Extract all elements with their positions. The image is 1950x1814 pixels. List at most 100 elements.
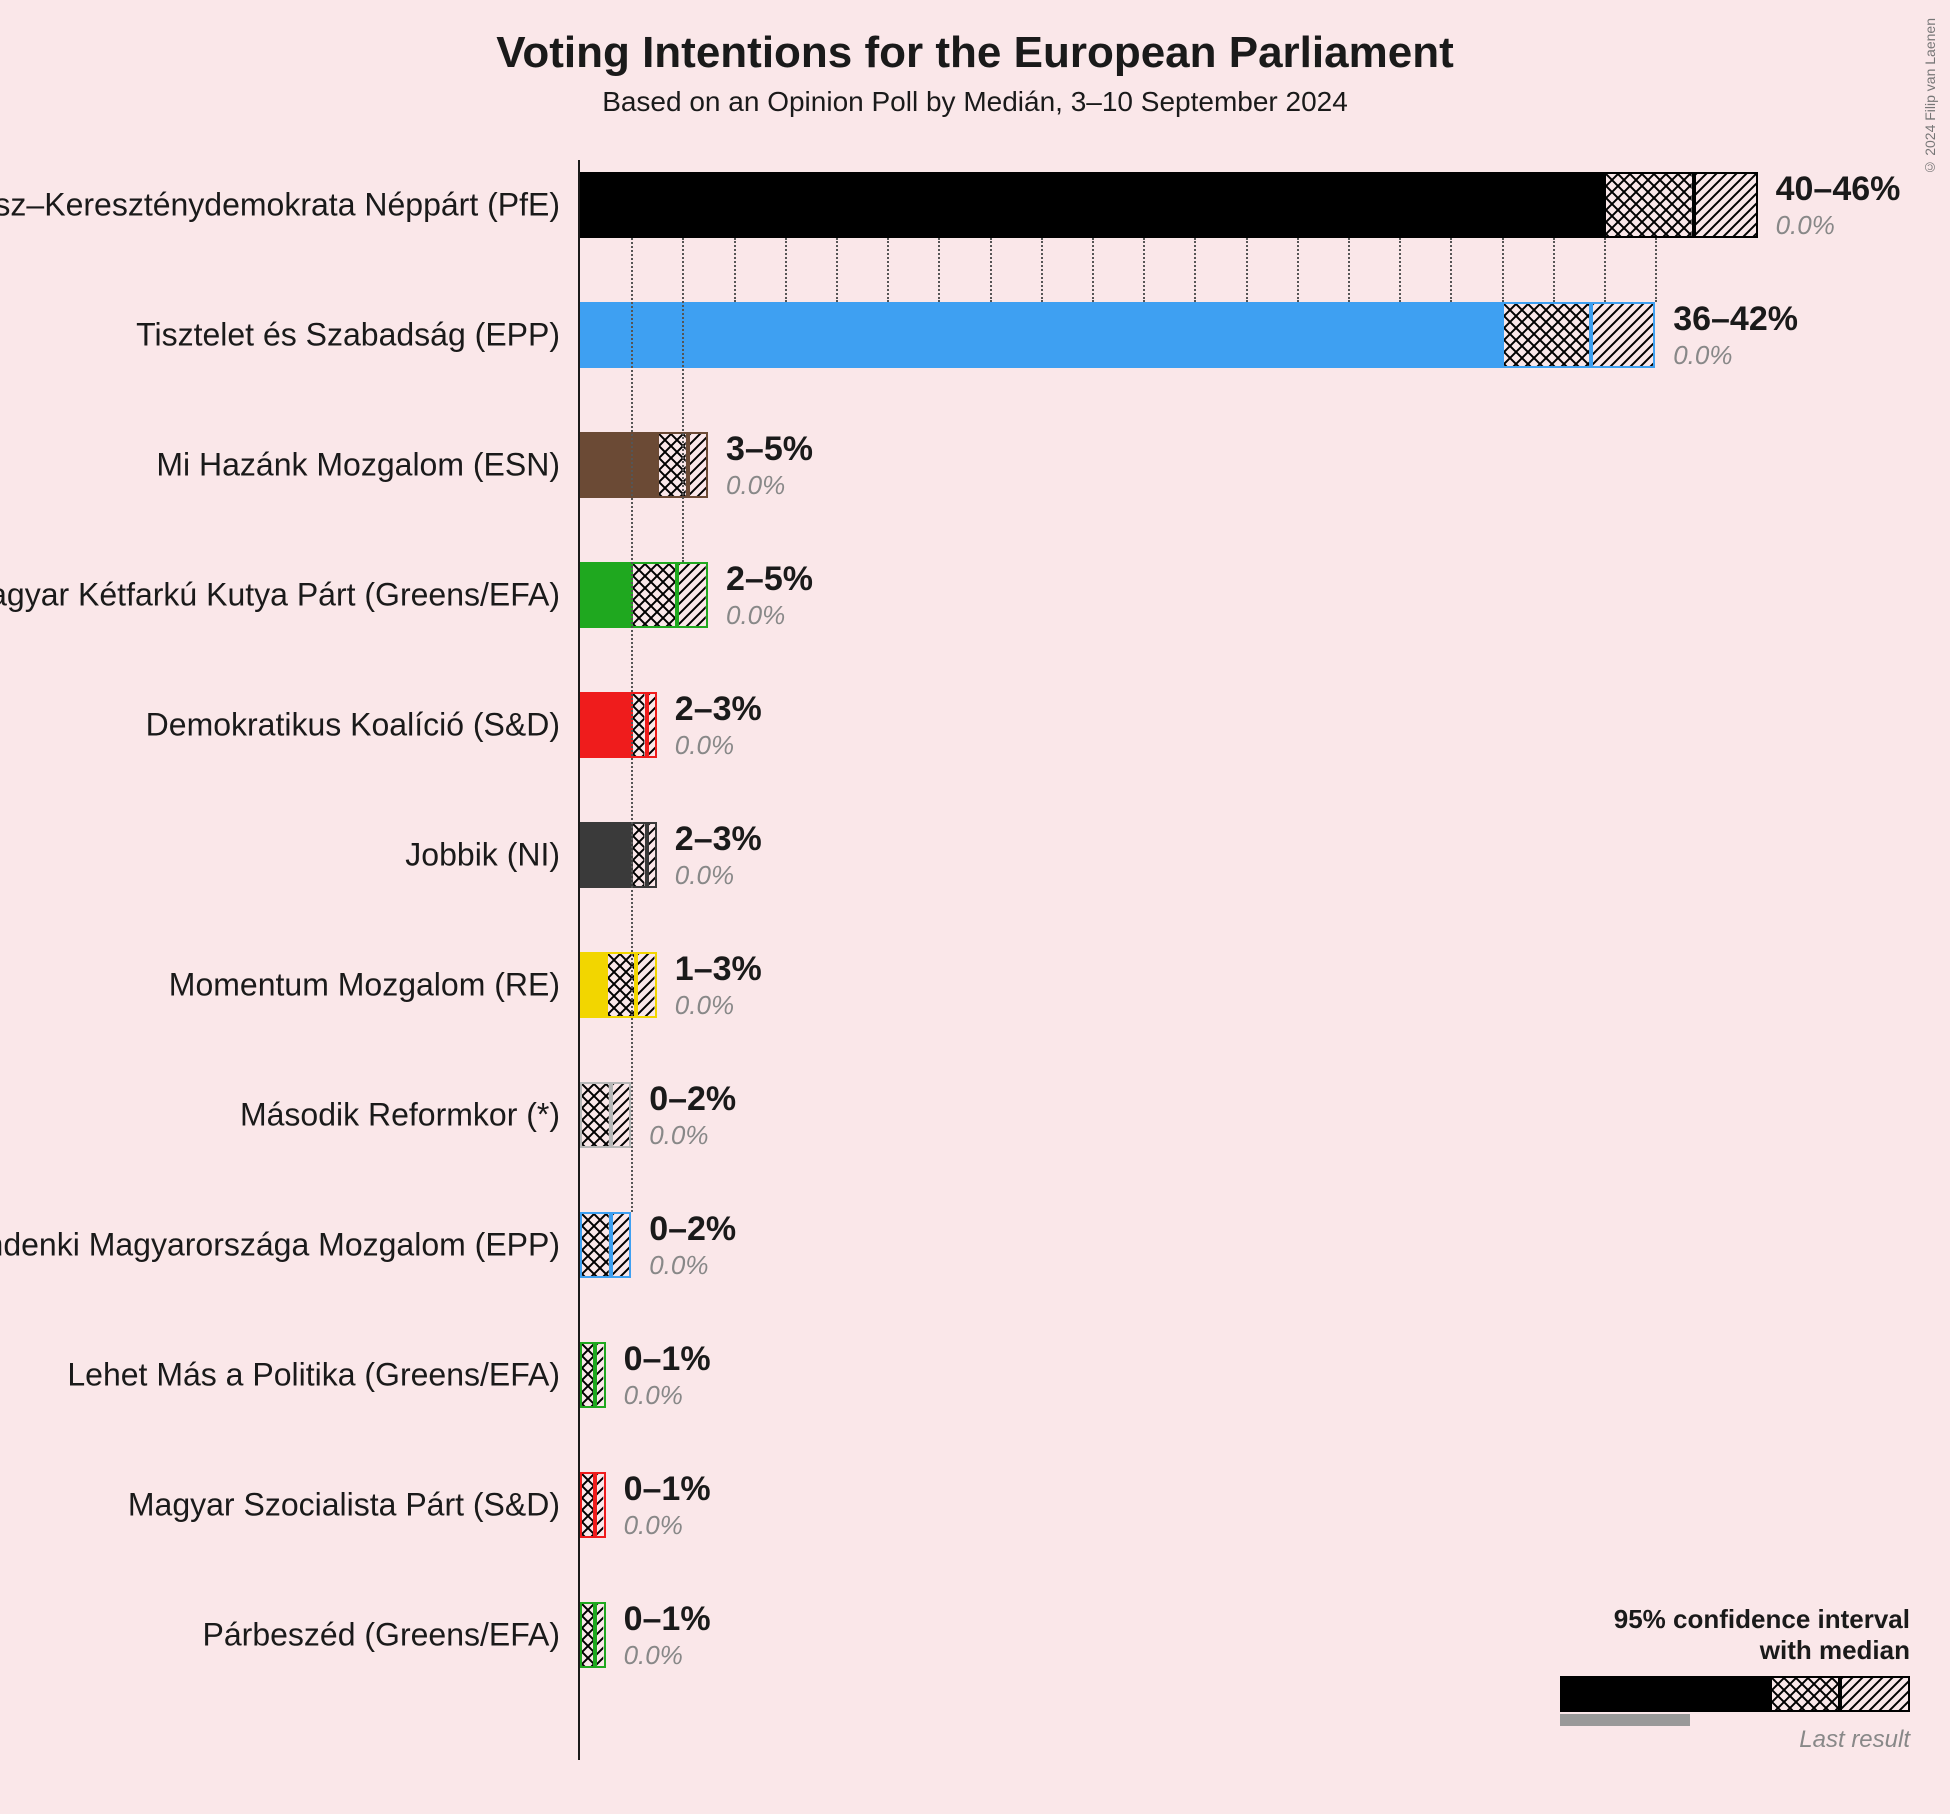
- grid-line: [682, 238, 684, 562]
- bar-diagonal: [677, 562, 708, 628]
- previous-result-label: 0.0%: [624, 1510, 683, 1541]
- grid-line: [1604, 238, 1606, 302]
- chart-row: Momentum Mozgalom (RE)1–3%0.0%: [0, 920, 1950, 1050]
- chart-row: Fidesz–Kereszténydemokrata Néppárt (PfE)…: [0, 140, 1950, 270]
- bar-diagonal: [1591, 302, 1655, 368]
- grid-line: [1655, 238, 1657, 302]
- bar-diagonal: [611, 1212, 631, 1278]
- legend-crosshatch-segment: [1770, 1676, 1840, 1712]
- bar-diagonal: [595, 1342, 605, 1408]
- party-label: Jobbik (NI): [405, 837, 560, 874]
- value-label: 40–46%: [1776, 170, 1901, 209]
- chart-row: Magyar Szocialista Párt (S&D) 0–1%0.0%: [0, 1440, 1950, 1570]
- bar-crosshatch: [580, 1472, 595, 1538]
- chart-title: Voting Intentions for the European Parli…: [0, 0, 1950, 78]
- grid-line: [1297, 238, 1299, 302]
- party-label: Második Reformkor (*): [240, 1097, 560, 1134]
- bar-diagonal: [1694, 172, 1758, 238]
- party-label: Momentum Mozgalom (RE): [169, 967, 560, 1004]
- party-label: Demokratikus Koalíció (S&D): [146, 707, 560, 744]
- grid-line: [1553, 238, 1555, 302]
- bar-diagonal: [636, 952, 656, 1018]
- value-label: 0–2%: [649, 1210, 736, 1249]
- chart-row: Második Reformkor (*) 0–2%0.0%: [0, 1050, 1950, 1180]
- party-label: Lehet Más a Politika (Greens/EFA): [67, 1357, 560, 1394]
- value-label: 0–2%: [649, 1080, 736, 1119]
- legend: 95% confidence intervalwith median Last …: [1560, 1604, 1910, 1754]
- legend-last-result-bar: [1560, 1714, 1690, 1726]
- grid-line: [938, 238, 940, 302]
- party-label: Mindenki Magyarországa Mozgalom (EPP): [0, 1227, 560, 1264]
- value-label: 0–1%: [624, 1600, 711, 1639]
- bar-diagonal: [647, 692, 657, 758]
- chart-row: Mi Hazánk Mozgalom (ESN)3–5%0.0%: [0, 400, 1950, 530]
- previous-result-label: 0.0%: [649, 1250, 708, 1281]
- bar-diagonal: [611, 1082, 631, 1148]
- bar-diagonal: [688, 432, 708, 498]
- grid-line: [836, 238, 838, 302]
- chart-row: Jobbik (NI)2–3%0.0%: [0, 790, 1950, 920]
- party-label: Párbeszéd (Greens/EFA): [203, 1617, 560, 1654]
- grid-line: [1502, 238, 1504, 302]
- bar-solid: [580, 692, 631, 758]
- chart-row: Magyar Kétfarkú Kutya Párt (Greens/EFA) 2…: [0, 530, 1950, 660]
- bar-solid: [580, 562, 631, 628]
- grid-line: [785, 238, 787, 302]
- grid-line: [631, 238, 633, 1212]
- bar-solid: [580, 172, 1604, 238]
- party-label: Tisztelet és Szabadság (EPP): [136, 317, 560, 354]
- previous-result-label: 0.0%: [624, 1380, 683, 1411]
- bar-crosshatch: [631, 562, 677, 628]
- value-label: 3–5%: [726, 430, 813, 469]
- bar-solid: [580, 822, 631, 888]
- bar-crosshatch: [580, 1342, 595, 1408]
- bar-crosshatch: [580, 1602, 595, 1668]
- value-label: 2–5%: [726, 560, 813, 599]
- previous-result-label: 0.0%: [726, 600, 785, 631]
- value-label: 36–42%: [1673, 300, 1798, 339]
- grid-line: [1143, 238, 1145, 302]
- bar-solid: [580, 432, 657, 498]
- chart-row: Demokratikus Koalíció (S&D) 2–3%0.0%: [0, 660, 1950, 790]
- chart-subtitle: Based on an Opinion Poll by Medián, 3–10…: [0, 78, 1950, 118]
- grid-line: [1348, 238, 1350, 302]
- legend-title: 95% confidence intervalwith median: [1560, 1604, 1910, 1666]
- party-label: Magyar Kétfarkú Kutya Párt (Greens/EFA): [0, 577, 560, 614]
- bar-crosshatch: [580, 1212, 611, 1278]
- legend-bar: [1560, 1676, 1910, 1712]
- chart-area: Fidesz–Kereszténydemokrata Néppárt (PfE)…: [0, 140, 1950, 1760]
- chart-row: Mindenki Magyarországa Mozgalom (EPP) 0–2…: [0, 1180, 1950, 1310]
- bar-crosshatch: [1502, 302, 1592, 368]
- bar-diagonal: [595, 1602, 605, 1668]
- value-label: 1–3%: [675, 950, 762, 989]
- grid-line: [1399, 238, 1401, 302]
- legend-last-result-label: Last result: [1560, 1726, 1910, 1754]
- party-label: Magyar Szocialista Párt (S&D): [128, 1487, 560, 1524]
- grid-line: [1246, 238, 1248, 302]
- bar-solid: [580, 952, 606, 1018]
- legend-diagonal-segment: [1840, 1676, 1910, 1712]
- grid-line: [734, 238, 736, 302]
- value-label: 2–3%: [675, 690, 762, 729]
- chart-row: Lehet Más a Politika (Greens/EFA) 0–1%0.0…: [0, 1310, 1950, 1440]
- previous-result-label: 0.0%: [1776, 210, 1835, 241]
- legend-solid-segment: [1560, 1676, 1770, 1712]
- previous-result-label: 0.0%: [675, 730, 734, 761]
- bar-diagonal: [647, 822, 657, 888]
- previous-result-label: 0.0%: [1673, 340, 1732, 371]
- grid-line: [1041, 238, 1043, 302]
- value-label: 0–1%: [624, 1470, 711, 1509]
- bar-crosshatch: [631, 692, 646, 758]
- previous-result-label: 0.0%: [675, 860, 734, 891]
- value-label: 0–1%: [624, 1340, 711, 1379]
- bar-solid: [580, 302, 1502, 368]
- previous-result-label: 0.0%: [624, 1640, 683, 1671]
- party-label: Mi Hazánk Mozgalom (ESN): [156, 447, 560, 484]
- previous-result-label: 0.0%: [649, 1120, 708, 1151]
- party-label: Fidesz–Kereszténydemokrata Néppárt (PfE): [0, 187, 560, 224]
- grid-line: [1092, 238, 1094, 302]
- bar-crosshatch: [631, 822, 646, 888]
- bar-crosshatch: [1604, 172, 1694, 238]
- bar-diagonal: [595, 1472, 605, 1538]
- grid-line: [1194, 238, 1196, 302]
